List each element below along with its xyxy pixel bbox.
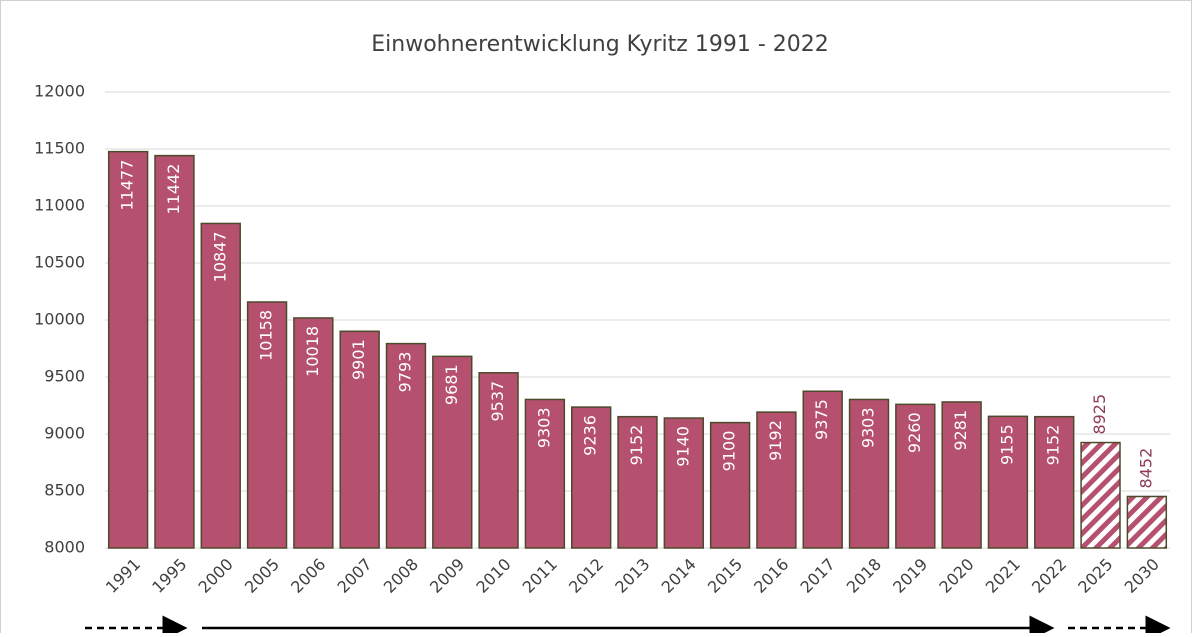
bar [941,401,982,549]
data-label: 9155 [997,424,1016,465]
bar [107,150,149,549]
data-label: 11442 [164,164,183,215]
y-tick-label: 10000 [34,310,85,329]
y-tick-label: 9500 [44,367,85,386]
y-tick-label: 12000 [34,82,85,101]
data-label: 9537 [488,381,507,422]
bar [1034,415,1075,549]
bar [663,417,705,549]
bar [802,390,843,549]
y-tick-label: 10500 [34,253,85,272]
data-label: 11477 [118,160,137,211]
data-label: 8452 [1136,448,1155,489]
y-tick-label: 8500 [44,481,85,500]
data-label: 10847 [210,231,229,282]
bar [570,406,612,549]
bar [385,342,427,549]
y-tick-label: 8000 [44,538,85,557]
bar [756,411,797,549]
bar [154,154,195,549]
data-label: 9303 [859,407,878,448]
bar [1080,441,1121,549]
y-tick-label: 11500 [34,139,85,158]
data-label: 9152 [627,425,646,466]
bar [895,403,936,549]
data-label: 10018 [303,326,322,377]
bar [478,372,519,549]
data-label: 9281 [951,410,970,451]
bar [339,330,380,549]
data-label: 9100 [720,431,739,472]
data-label: 9303 [534,407,553,448]
data-label: 8925 [1090,394,1109,435]
y-tick-label: 11000 [34,196,85,215]
chart-title: Einwohnerentwicklung Kyritz 1991 - 2022 [371,32,828,57]
data-label: 9793 [395,352,414,393]
y-tick-label: 9000 [44,424,85,443]
data-label: 9236 [581,415,600,456]
bar [987,415,1029,549]
data-label: 9192 [766,420,785,461]
data-label: 9152 [1044,425,1063,466]
data-label: 10158 [257,310,276,361]
bar [246,301,288,549]
data-label: 9681 [442,364,461,405]
bar [709,421,751,549]
bar [848,398,890,549]
data-label: 9375 [812,399,831,440]
bar [432,355,473,549]
data-label: 9260 [905,412,924,453]
bar [1126,495,1168,549]
bar [293,317,334,549]
data-label: 9140 [673,426,692,467]
data-label: 9901 [349,339,368,380]
bar [617,415,658,549]
bar [524,398,566,549]
bar [200,222,241,549]
